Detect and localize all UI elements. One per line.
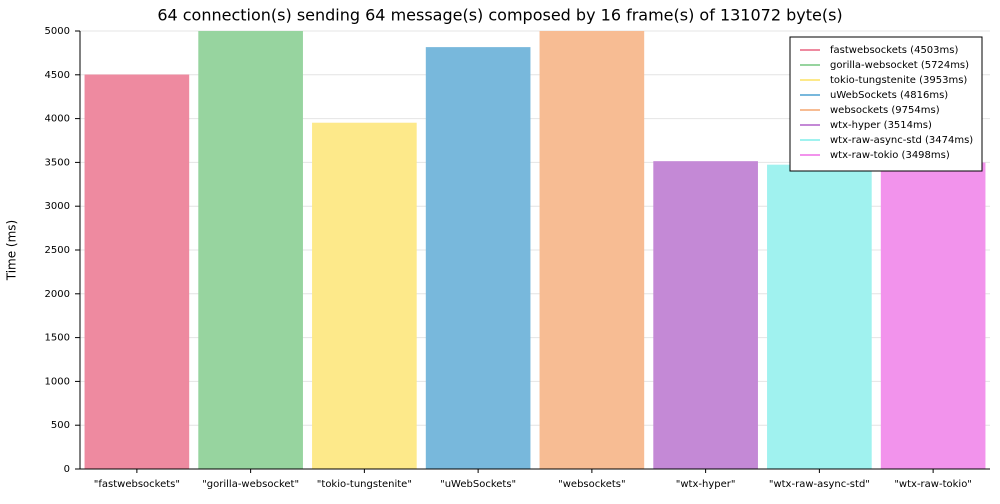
x-tick-label: "wtx-raw-async-std" [769,479,870,490]
y-tick-label: 2500 [45,245,70,256]
y-tick-label: 4500 [45,70,70,81]
chart-title: 64 connection(s) sending 64 message(s) c… [157,6,842,25]
y-tick-label: 4000 [45,114,70,125]
y-tick-label: 5000 [45,26,70,37]
legend-label: uWebSockets (4816ms) [830,90,948,101]
x-tick-label: "wtx-raw-tokio" [894,479,972,490]
bar [539,31,645,469]
bar [312,122,417,469]
legend-label: tokio-tungstenite (3953ms) [830,75,967,86]
bar [653,161,758,469]
legend-label: wtx-raw-async-std (3474ms) [830,135,973,146]
y-tick-label: 1000 [45,376,70,387]
legend-label: wtx-hyper (3514ms) [830,120,932,131]
legend-label: websockets (9754ms) [830,105,940,116]
x-tick-label: "fastwebsockets" [94,479,180,490]
y-axis-label: Time (ms) [5,220,19,282]
y-tick-label: 0 [64,464,70,475]
legend-label: fastwebsockets (4503ms) [830,45,958,56]
bar [84,74,190,469]
x-tick-label: "gorilla-websocket" [202,479,299,490]
y-tick-label: 3500 [45,157,70,168]
bar [767,164,872,469]
legend-box [789,36,983,172]
y-tick-label: 1500 [45,333,70,344]
legend-label: wtx-raw-tokio (3498ms) [830,150,950,161]
bar [198,31,303,469]
x-tick-label: "wtx-hyper" [676,479,736,490]
bar [425,47,531,469]
x-tick-label: "websockets" [558,479,625,490]
y-tick-label: 3000 [45,201,70,212]
x-tick-label: "tokio-tungstenite" [317,479,412,490]
y-tick-label: 500 [51,420,70,431]
y-tick-label: 2000 [45,289,70,300]
x-tick-label: "uWebSockets" [440,479,516,490]
bar [880,162,986,469]
legend-label: gorilla-websocket (5724ms) [830,60,969,71]
